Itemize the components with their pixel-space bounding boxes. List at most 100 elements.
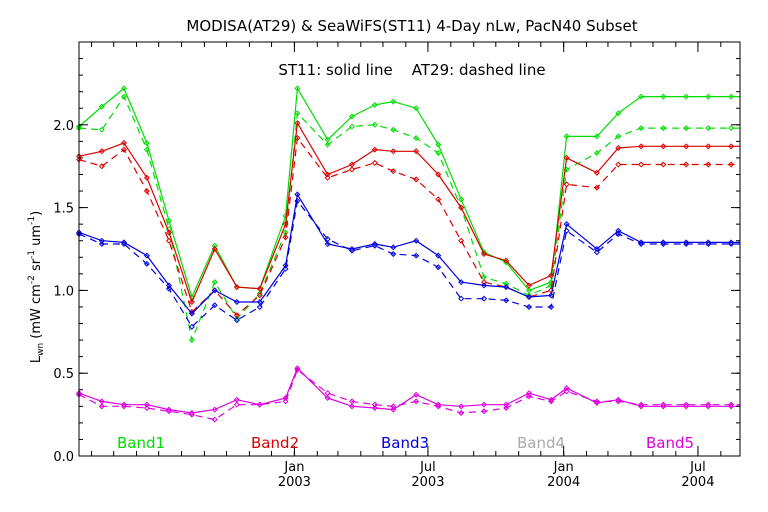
series-band2-solid-point-17	[458, 204, 465, 211]
x-tick-month-1: Jul	[419, 460, 436, 475]
series-band5-dashed-point-21	[548, 398, 555, 405]
legend-entry-band2: Band2	[251, 434, 299, 452]
series-band2-dashed-point-17	[458, 237, 465, 244]
series-band2-dashed-point-25	[638, 161, 645, 168]
series-band5-solid-point-2	[120, 401, 128, 408]
series-band3-dashed-point-5	[188, 323, 195, 330]
series-band1-dashed-point-25	[638, 125, 645, 132]
series-band5-dashed-point-23	[593, 398, 600, 405]
legend-entry-band5: Band5	[646, 434, 694, 452]
series-band5-solid-point-11	[324, 395, 331, 402]
series-band5-dashed-point-4	[165, 408, 173, 415]
series-band2-dashed-point-8	[256, 292, 263, 299]
series-band3-dashed-point-29	[728, 241, 735, 248]
series-band1-dashed-line	[78, 95, 740, 343]
series-band3-dashed-point-14	[390, 250, 397, 257]
series-band1-solid-point-26	[660, 93, 667, 100]
series-band2-dashed-point-24	[615, 161, 622, 168]
series-band2-solid-point-18	[481, 250, 488, 257]
series-band2-dashed-point-9	[282, 234, 289, 241]
series-band2-dashed-point-27	[683, 161, 690, 168]
series-band2-solid-point-11	[324, 171, 331, 178]
series-band5-dashed-point-27	[683, 401, 690, 408]
series-band2-solid-point-13	[371, 146, 378, 153]
series-band3-dashed-point-17	[458, 295, 465, 302]
series-band3-solid-point-5	[188, 310, 195, 317]
series-band3-solid-point-18	[481, 282, 488, 289]
series-band3-solid-line	[78, 192, 740, 315]
series-band5-solid-point-13	[371, 404, 378, 411]
series-band1-solid-point-3	[143, 140, 150, 147]
y-axis-label-exp3: -1	[27, 216, 37, 225]
series-band1-dashed-point-3	[143, 146, 150, 153]
chart-subtitle: ST11: solid line AT29: dashed line	[278, 61, 545, 79]
series-band3-dashed-point-26	[660, 241, 667, 248]
series-band2-dashed-point-13	[371, 159, 378, 166]
svg-text:Lwn (mW cm-2 sr-1 um-1): Lwn (mW cm-2 sr-1 um-1)	[27, 211, 46, 363]
series-band3-solid-point-10	[294, 191, 301, 198]
series-band3-solid-point-3	[143, 252, 150, 259]
series-band5-dashed-point-12	[348, 398, 355, 405]
series-band3-solid-point-4	[165, 282, 173, 289]
series-band1-solid-point-16	[435, 141, 442, 148]
y-tick-label-3: 1.5	[53, 202, 74, 217]
axes: 0.00.51.01.52.0Jan2003Jul2003Jan2004Jul2…	[53, 41, 741, 490]
series-band3-solid-point-7	[233, 298, 240, 305]
plot-frame	[78, 41, 741, 457]
series-band5-dashed-point-29	[728, 401, 735, 408]
series-band5-solid-point-5	[188, 409, 195, 416]
series-band3-solid-point-15	[413, 237, 420, 244]
series-band2-dashed-point-10	[294, 135, 301, 142]
series-band5-dashed-point-16	[435, 403, 442, 410]
x-tick-year-1: 2003	[411, 475, 444, 490]
series-band5-dashed-point-1	[98, 403, 105, 410]
series-band2-solid-point-24	[615, 144, 622, 151]
series-band1-solid-point-24	[615, 110, 622, 117]
series-band3-dashed-point-21	[548, 303, 555, 310]
series-band5-dashed-point-3	[143, 404, 150, 411]
series-band3-solid-point-6	[211, 287, 218, 294]
series-band2-solid-point-6	[211, 245, 218, 253]
legend: Band1 Band2 Band3 Band4 Band5	[117, 434, 694, 452]
x-tick-year-3: 2004	[681, 475, 714, 490]
series-band2-solid-point-10	[294, 120, 301, 127]
series-band1-solid-point-14	[390, 98, 397, 105]
series-band2-solid-point-1	[98, 148, 105, 155]
series-band1-dashed-point-15	[413, 135, 420, 142]
series-band3-solid-point-28	[705, 239, 712, 246]
series-band2-solid-point-15	[413, 148, 420, 155]
series-band5-solid-point-3	[143, 401, 150, 408]
series-band1-solid-point-22	[563, 133, 570, 140]
series-band5-solid-point-6	[211, 406, 218, 413]
series-band3-dashed-point-24	[615, 231, 622, 238]
series-band1-dashed-point-16	[435, 149, 442, 156]
series-band2-solid-point-22	[563, 154, 570, 161]
x-tick-month-3: Jul	[689, 460, 706, 475]
legend-entry-band3: Band3	[381, 434, 429, 452]
series-band1-dashed-point-14	[390, 126, 397, 133]
series-band1-solid-point-15	[413, 105, 420, 112]
series-band2-solid-line	[78, 121, 740, 304]
series-band5-dashed-point-11	[324, 390, 331, 397]
series-band3-dashed-point-12	[348, 247, 355, 254]
series-band3-dashed-point-3	[143, 260, 150, 267]
series-band5-dashed-point-19	[503, 404, 510, 411]
series-band1-dashed-point-6	[211, 279, 218, 286]
series-band5-dashed-point-20	[526, 393, 533, 400]
series-band1-dashed-point-12	[348, 123, 355, 130]
series-band1-dashed-point-24	[615, 133, 622, 140]
series-band5-solid-point-22	[563, 385, 570, 392]
series-band2-solid-point-23	[593, 169, 600, 176]
series-band3-dashed-point-23	[593, 249, 600, 256]
series-band2-dashed-point-16	[435, 196, 442, 203]
y-axis-label-sub: wn	[36, 343, 46, 356]
series-band2-solid-point-4	[165, 229, 173, 236]
series-band2-dashed-line	[78, 136, 740, 317]
series-band5-dashed-point-2	[120, 403, 128, 410]
series-band1-solid-point-29	[728, 93, 735, 100]
series-band5-solid-point-4	[165, 406, 173, 413]
series-band2-dashed-point-18	[481, 279, 488, 286]
y-axis-label-exp2: -1	[27, 250, 37, 259]
series-band2-dashed-point-23	[593, 184, 600, 191]
